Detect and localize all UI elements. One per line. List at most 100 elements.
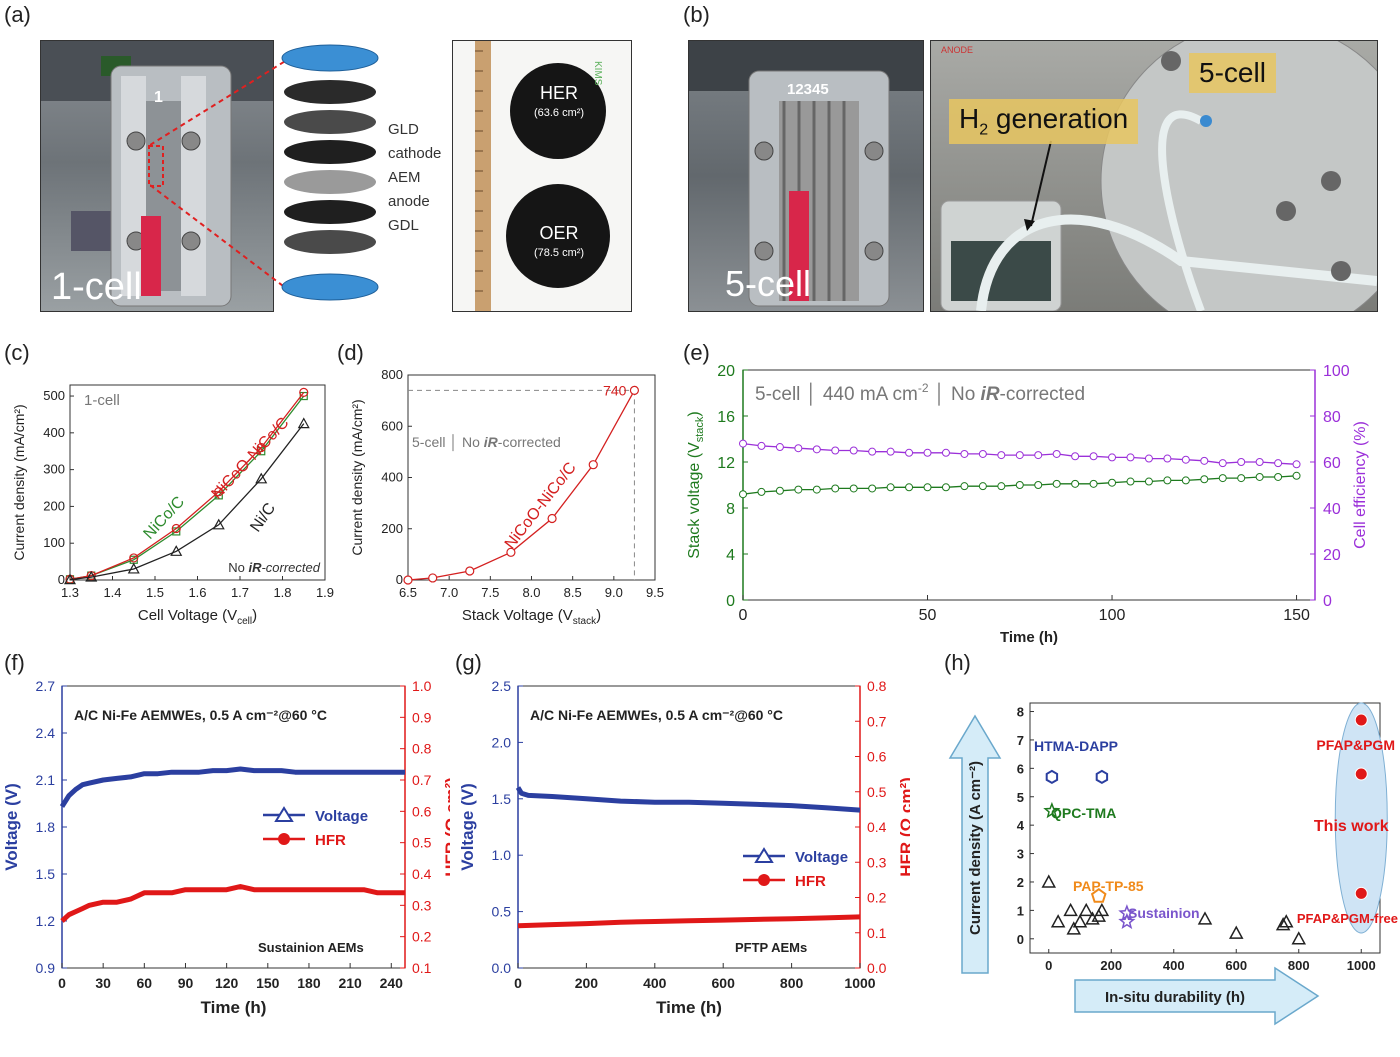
panel-label-h: (h) <box>944 650 971 675</box>
y-right-axis-label: HFR (Ω cm²) <box>442 777 450 877</box>
series-label-nicoo: NiCoO-NiCo/C <box>208 414 292 502</box>
data-point <box>1034 481 1043 489</box>
data-point <box>170 545 183 556</box>
legend-hfr-marker <box>758 874 770 886</box>
h2-generation-illustration <box>940 41 1377 311</box>
y-right-tick-label: 0.8 <box>412 741 432 757</box>
data-point <box>1274 472 1283 481</box>
series-line <box>407 390 635 581</box>
data-point <box>428 573 438 583</box>
x-tick-label: 400 <box>643 975 667 991</box>
panel-label-d: (d) <box>337 340 364 365</box>
x-tick-label: 150 <box>256 975 280 991</box>
y-tick-label: 100 <box>43 535 65 550</box>
y-left-tick-label: 16 <box>717 409 735 426</box>
data-point <box>127 562 140 574</box>
x-tick-label: 100 <box>1099 607 1126 624</box>
data-point <box>1292 460 1301 469</box>
y-left-tick-label: 8 <box>726 501 735 518</box>
anode-tag: ANODE <box>941 45 974 55</box>
data-point <box>794 444 803 453</box>
x-tick-label: 50 <box>919 607 937 624</box>
panel-label-g: (g) <box>455 650 482 675</box>
x-tick-label: 0 <box>58 975 66 991</box>
y-left-tick-label: 1.8 <box>36 819 56 835</box>
data-point <box>812 445 821 454</box>
data-point <box>85 570 98 582</box>
y-tick-label: 0 <box>396 572 403 587</box>
panel-label-e: (e) <box>683 340 710 365</box>
data-point <box>960 449 969 458</box>
x-tick-label: 800 <box>780 975 804 991</box>
y-right-tick-label: 20 <box>1323 547 1341 564</box>
x-tick-label: 7.5 <box>481 585 499 600</box>
data-point <box>831 446 840 455</box>
x-axis-label-end: ) <box>252 607 257 624</box>
condition-annotation: A/C Ni-Fe AEMWEs, 0.5 A cm⁻²@60 °C <box>74 707 327 723</box>
y-right-axis-label: Cell efficiency (%) <box>1352 421 1369 549</box>
legend-voltage-label: Voltage <box>795 849 848 866</box>
label-this-work: This work <box>1314 818 1389 835</box>
y-tick-label: 500 <box>43 388 65 403</box>
label-sustainion: Sustainion <box>1128 905 1200 921</box>
x-tick-label: 600 <box>1225 958 1247 973</box>
data-point <box>1108 478 1117 487</box>
label-paptp: PAP-TP-85 <box>1073 878 1144 894</box>
data-point-circle <box>1354 767 1368 781</box>
y-right-tick-label: 0.1 <box>412 960 432 976</box>
plot-frame <box>61 685 406 969</box>
panel-label-f: (f) <box>4 650 25 675</box>
plot-frame <box>407 374 656 581</box>
y-tick-label: 200 <box>381 521 403 536</box>
x-tick-label: 210 <box>338 975 362 991</box>
ann-mid: │ No <box>929 382 981 406</box>
data-point <box>831 484 840 493</box>
y-left-tick-label: 2.4 <box>36 725 56 741</box>
data-point-triangle <box>1078 902 1094 917</box>
data-point <box>1071 452 1080 461</box>
y-tick-label: 8 <box>1017 705 1024 720</box>
x-tick-label: 150 <box>1283 607 1310 624</box>
y-tick-label: 200 <box>43 498 65 513</box>
layer-label: AEM <box>388 169 421 186</box>
y-right-tick-label: 0.6 <box>412 803 432 819</box>
y-right-tick-label: 40 <box>1323 501 1341 518</box>
y-tick-label: 0 <box>1017 932 1024 947</box>
x-tick-label: 1.6 <box>188 585 206 600</box>
data-point-triangle <box>1041 874 1057 888</box>
data-point-triangle <box>1291 931 1307 945</box>
data-point <box>255 472 268 484</box>
x-tick-label: 1.8 <box>273 585 291 600</box>
data-point <box>978 449 987 458</box>
data-point <box>403 575 413 585</box>
y-tick-label: 6 <box>1017 761 1024 776</box>
y-left-tick-label: 0 <box>726 593 735 610</box>
one-cell-annotation: 1-cell <box>84 392 120 409</box>
membrane-label: Sustainion AEMs <box>258 940 364 955</box>
data-point <box>506 547 516 557</box>
data-point <box>1015 451 1024 460</box>
y-left-main: Stack voltage (V <box>686 442 703 559</box>
x-tick-label: 1000 <box>844 975 875 991</box>
data-point <box>1200 456 1209 465</box>
data-point <box>1200 475 1209 484</box>
legend-hfr-label: HFR <box>315 832 346 849</box>
data-point <box>629 385 640 395</box>
x-tick-label: 400 <box>1163 958 1185 973</box>
data-point-triangle <box>1085 911 1100 925</box>
data-point <box>997 451 1006 460</box>
y-tick-label: 800 <box>381 367 403 382</box>
y-right-tick-label: 0 <box>1323 593 1332 610</box>
data-point <box>1218 459 1227 468</box>
data-point <box>775 486 784 495</box>
y-arrow-shape <box>948 714 1002 974</box>
y-right-tick-label: 80 <box>1323 409 1341 426</box>
y-left-tick-label: 1.5 <box>36 866 56 882</box>
x-tick-label: 120 <box>215 975 239 991</box>
y-right-tick-label: 0.6 <box>867 749 887 765</box>
five-cell-illustration <box>689 41 923 307</box>
ann-post: -corrected <box>498 434 561 450</box>
legend-voltage-label: Voltage <box>315 808 368 825</box>
layer-label: anode <box>388 193 430 210</box>
data-point <box>757 441 766 450</box>
